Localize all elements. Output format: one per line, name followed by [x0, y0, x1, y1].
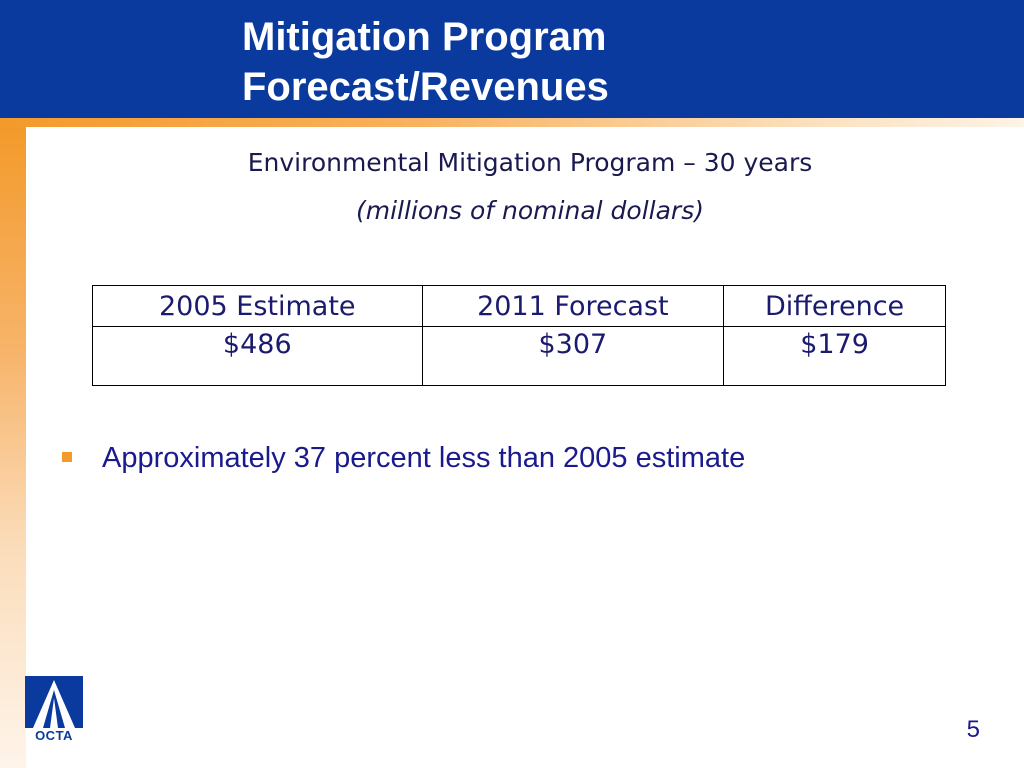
header-difference: Difference — [723, 285, 946, 327]
subtitle-units: (millions of nominal dollars) — [356, 196, 704, 225]
table-row: $486 $307 $179 — [92, 326, 946, 386]
cell-difference: $179 — [723, 326, 946, 386]
octa-logo: OCTA — [25, 676, 83, 744]
accent-bar-vertical — [0, 127, 26, 768]
bullet-item: Approximately 37 percent less than 2005 … — [62, 442, 745, 475]
slide-title-line-2: Forecast/Revenues — [242, 65, 609, 109]
square-bullet-icon — [62, 451, 72, 462]
subtitle: Environmental Mitigation Program – 30 ye… — [247, 148, 813, 177]
bullet-text: Approximately 37 percent less than 2005 … — [102, 442, 746, 474]
slide-title: Mitigation Program Forecast/Revenues — [242, 12, 609, 112]
header-2005-estimate: 2005 Estimate — [92, 285, 423, 327]
accent-bar-horizontal — [0, 118, 1024, 127]
cell-2011-forecast: $307 — [421, 326, 725, 386]
page-number: 5 — [966, 716, 980, 743]
octa-logo-icon — [25, 676, 83, 728]
header-2011-forecast: 2011 Forecast — [421, 285, 725, 327]
forecast-table: 2005 Estimate 2011 Forecast Difference $… — [92, 285, 946, 386]
cell-2005-estimate: $486 — [92, 326, 423, 386]
slide-title-line-1: Mitigation Program — [242, 15, 607, 59]
logo-label: OCTA — [35, 728, 73, 743]
title-banner: Mitigation Program Forecast/Revenues — [0, 0, 1024, 118]
table-header-row: 2005 Estimate 2011 Forecast Difference — [92, 285, 946, 327]
